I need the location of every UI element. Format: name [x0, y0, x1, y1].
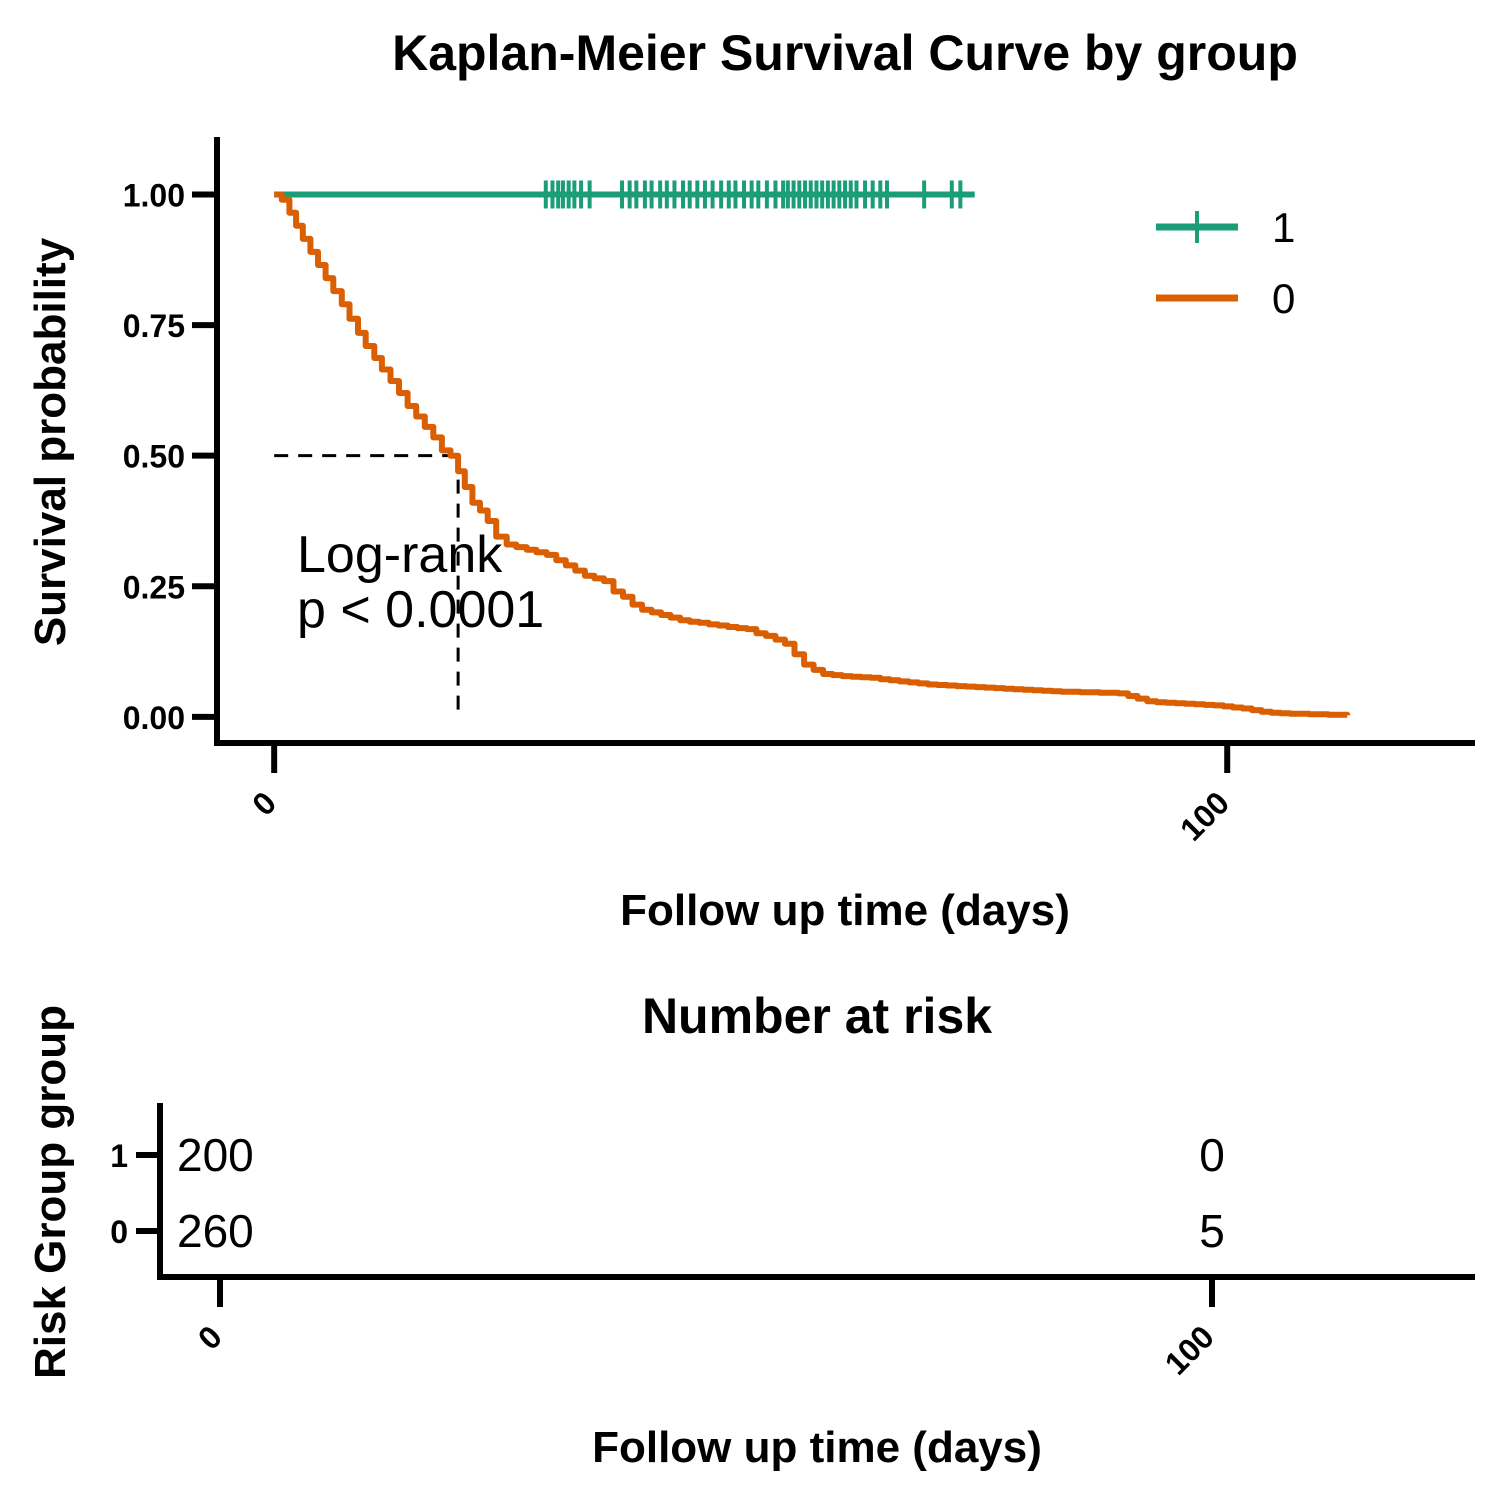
logrank-label: Log-rank [297, 526, 503, 584]
km-y-axis-label: Survival probability [26, 237, 75, 646]
km-plot-area: 0.000.250.500.751.000 100 [123, 137, 1475, 848]
risk-x-axis-label: Follow up time (days) [592, 1423, 1042, 1472]
km-y-tick-label: 0.25 [123, 569, 185, 605]
risk-group-label-0: 0 [110, 1214, 128, 1250]
pvalue-label: p < 0.0001 [297, 581, 544, 639]
km-series-line-0 [274, 191, 1351, 718]
km-x-axis-label: Follow up time (days) [620, 886, 1070, 935]
risk-table-area: 1 200 0 0 260 5 0 100 [110, 1103, 1475, 1382]
km-x-tick-label: 100 [1173, 784, 1236, 847]
chart-title: Kaplan-Meier Survival Curve by group [392, 25, 1298, 81]
km-y-tick-label: 1.00 [123, 177, 185, 213]
km-y-tick-label: 0.75 [123, 308, 185, 344]
risk-table-title: Number at risk [642, 988, 992, 1044]
risk-group-label-1: 1 [110, 1138, 128, 1174]
risk-y-axis-label: Risk Group group [26, 1005, 75, 1379]
risk-value: 260 [177, 1205, 254, 1257]
risk-value: 0 [1199, 1129, 1225, 1181]
legend-label-0: 0 [1272, 275, 1295, 322]
legend: 10 [1156, 204, 1295, 322]
km-y-tick-label: 0.00 [123, 700, 185, 736]
risk-value: 200 [177, 1129, 254, 1181]
km-x-tick-label: 0 [245, 784, 283, 822]
risk-value: 5 [1199, 1205, 1225, 1257]
legend-label-1: 1 [1272, 204, 1295, 251]
km-y-tick-label: 0.50 [123, 439, 185, 475]
risk-x-tick-label: 100 [1158, 1318, 1221, 1381]
risk-x-tick-label: 0 [191, 1318, 229, 1356]
